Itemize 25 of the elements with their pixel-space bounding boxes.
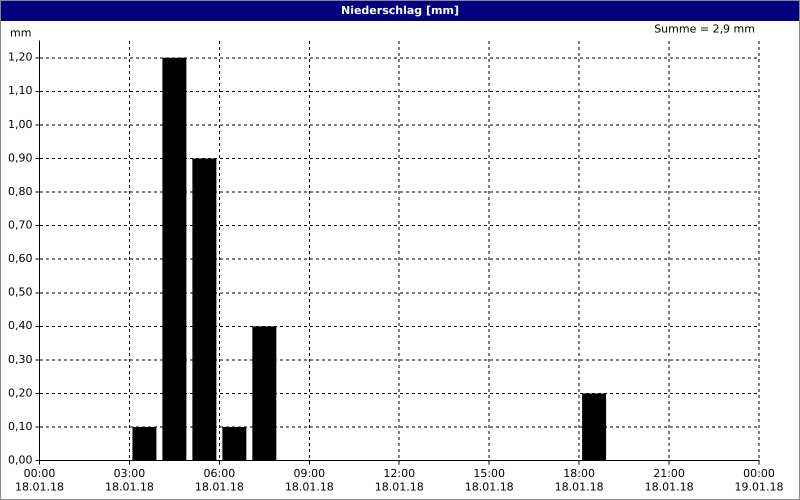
- x-tick-label: 12:00 18.01.18: [374, 467, 424, 494]
- x-tick-label: 09:00 18.01.18: [284, 467, 334, 494]
- y-tick-label: 0,50: [8, 286, 32, 299]
- y-tick-label: 0,90: [8, 151, 32, 164]
- chart-title: Niederschlag [mm]: [1, 1, 799, 21]
- x-tick-label: 21:00 18.01.18: [644, 467, 694, 494]
- y-tick-label: 0,00: [8, 453, 32, 466]
- y-tick-label: 0,70: [8, 218, 32, 232]
- y-tick-label: 1,20: [8, 50, 32, 64]
- x-tick-label: 00:00 19.01.18: [734, 467, 784, 494]
- x-tick-label: 00:00 18.01.18: [15, 467, 64, 494]
- y-tick-label: 0,80: [8, 184, 32, 198]
- y-tick-label: 0,20: [8, 386, 32, 400]
- y-tick-label: 1,00: [8, 118, 32, 131]
- x-tick-label: 18:00 18.01.18: [554, 467, 604, 494]
- y-tick-label: 0,40: [8, 319, 32, 332]
- y-tick-label: 1,10: [8, 84, 32, 98]
- y-tick-label: 0,30: [8, 352, 32, 366]
- y-tick-label: 0,10: [8, 420, 32, 433]
- x-tick-label: 03:00 18.01.18: [104, 467, 154, 494]
- text: Summe = 2,9 mm: [654, 22, 755, 36]
- y-tick-label: 0,60: [8, 252, 32, 266]
- x-tick-label: 06:00 18.01.18: [194, 467, 244, 494]
- x-tick-label: 15:00 18.01.18: [464, 467, 514, 494]
- y-axis-title: mm: [10, 26, 32, 40]
